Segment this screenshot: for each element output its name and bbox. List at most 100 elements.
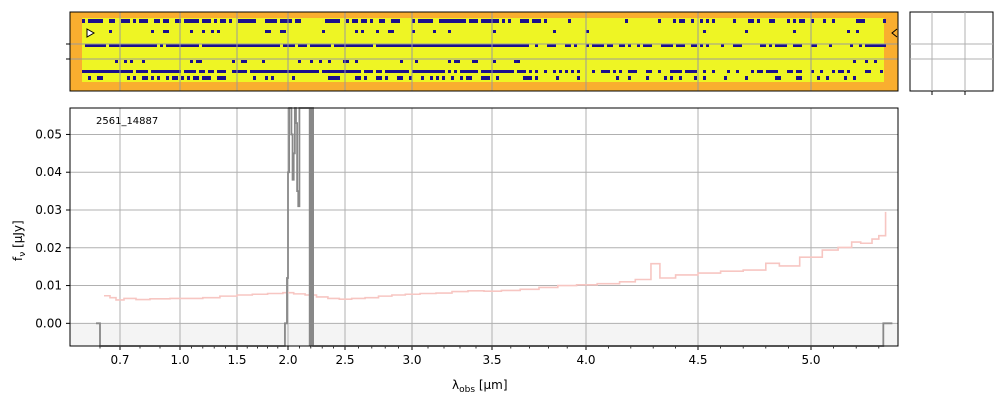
y-tick-label: 0.01 [35, 279, 62, 293]
spectrum-pixel [694, 70, 697, 73]
spectrum-pixel [511, 70, 514, 73]
x-tick-label: 2.0 [278, 353, 297, 367]
spectrum-pixel [823, 19, 826, 23]
spectrum-pixel [772, 70, 775, 73]
spectrum-pixel [565, 70, 568, 73]
spectrum-pixel [694, 76, 697, 80]
spectrum-pixel [466, 70, 469, 73]
spectrum-pixel [454, 60, 457, 63]
spectrum-pixel [304, 44, 307, 47]
spectrum-pixel [811, 19, 814, 23]
spectrum-pixel [547, 44, 550, 47]
spectrum-pixel [226, 44, 229, 47]
spectrum-pixel [355, 60, 358, 63]
spectrum-pixel [274, 44, 277, 47]
spectrum-pixel [157, 76, 160, 80]
spectrum-pixel [163, 19, 166, 23]
spectrum-pixel [292, 76, 295, 80]
spectrum-pixel [289, 19, 292, 23]
spectrum-pixel [448, 30, 451, 33]
spectrum-pixel [346, 19, 349, 23]
spectrum-pixel [331, 70, 334, 73]
spectrum-pixel [556, 76, 559, 80]
spectrum-pixel [553, 30, 556, 33]
spectrum-pixel [856, 30, 859, 33]
spectrum-pixel [211, 70, 214, 73]
x-tick-label: 1.0 [170, 353, 189, 367]
spectrum-pixel [355, 70, 358, 73]
spectrum-pixel [115, 44, 118, 47]
spectrum-pixel [196, 60, 199, 63]
spectrum-pixel [751, 70, 754, 73]
spectrum-pixel [322, 30, 325, 33]
spectrum-pixel [238, 70, 241, 73]
spectrum-pixel [454, 19, 457, 23]
spectrum-pixel [352, 19, 355, 23]
spectrum-pixel [484, 70, 487, 73]
spectrum-pixel [493, 60, 496, 63]
spectrum-pixel [262, 60, 265, 63]
spectrum-pixel [208, 70, 211, 73]
spectrum-pixel [679, 70, 682, 73]
spectrum-pixel [487, 76, 490, 80]
spectrum-pixel [355, 19, 358, 23]
spectrum-pixel [85, 70, 88, 73]
spectrum-pixel [115, 70, 118, 73]
spectrum-pixel [517, 44, 520, 47]
spectrum-pixel [127, 44, 130, 47]
spectrum-pixel [559, 70, 562, 73]
spectrum-pixel [439, 70, 442, 73]
spectrum-pixel [466, 44, 469, 47]
spectrum-pixel [121, 44, 124, 47]
spectrum-pixel [649, 44, 652, 47]
spectrum-pixel [268, 70, 271, 73]
spectrum-pixel [781, 44, 784, 47]
spectrum-pixel [169, 44, 172, 47]
spectrum-pixel [517, 70, 520, 73]
spectrum-pixel [778, 44, 781, 47]
spectrum-pixel [475, 19, 478, 23]
spectrum-pixel [484, 19, 487, 23]
spectrum-pixel [433, 44, 436, 47]
spectrum-pixel [400, 70, 403, 73]
spectrum-pixel [187, 76, 190, 80]
spectrum-pixel [832, 19, 835, 23]
spectrum-pixel [850, 44, 853, 47]
spectrum-pixel [433, 70, 436, 73]
spectrum-pixel [421, 19, 424, 23]
spectrum-pixel [841, 70, 844, 73]
spectrum-pixel [370, 70, 373, 73]
spectrum-pixel [481, 44, 484, 47]
spectrum-pixel [418, 19, 421, 23]
spectrum-pixel [379, 44, 382, 47]
spectrum-pixel [124, 60, 127, 63]
spectrum-pixel [880, 44, 883, 47]
spectrum-pixel [445, 44, 448, 47]
negative-band [70, 323, 898, 346]
spectrum-pixel [451, 19, 454, 23]
spectrum-pixel [565, 44, 568, 47]
spectrum-pixel [259, 70, 262, 73]
spectrum-pixel [457, 44, 460, 47]
spectrum-pixel [631, 70, 634, 73]
spectrum-pixel [199, 70, 202, 73]
spectrum-pixel [865, 70, 868, 73]
spectrum-pixel [493, 44, 496, 47]
spectrum-pixel [475, 70, 478, 73]
spectrum-pixel [283, 19, 286, 23]
spectrum-pixel [97, 19, 100, 23]
spectrum-pixel [106, 70, 109, 73]
spectrum-pixel [100, 70, 103, 73]
spectrum-pixel [166, 30, 169, 33]
spectrum-pixel [166, 70, 169, 73]
spectrum-pixel [319, 60, 322, 63]
spectrum-pixel [625, 19, 628, 23]
spectrum-pixel [301, 70, 304, 73]
spectrum-pixel [322, 70, 325, 73]
spectrum-pixel [376, 76, 379, 80]
spectrum-pixel [430, 44, 433, 47]
spectrum-pixel [679, 76, 682, 80]
spectrum-pixel [310, 44, 313, 47]
spectrum-pixel [112, 44, 115, 47]
spectrum-pixel [628, 70, 631, 73]
